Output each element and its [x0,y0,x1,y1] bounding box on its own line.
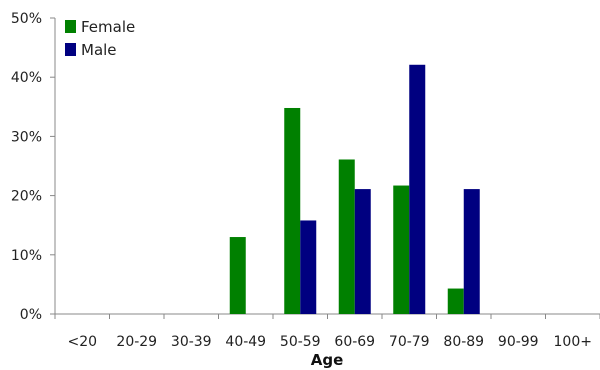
x-tick-label: <20 [67,334,97,350]
bar-male [354,189,371,314]
bar-male [300,220,317,314]
bars [229,64,480,314]
x-tick-label: 30-39 [171,334,212,350]
bar-female [284,107,301,314]
bar-female [229,237,246,314]
y-axis: 0% 10% 20% 30% 40% 50% [11,11,56,323]
x-tick-label: 80-89 [443,334,484,350]
bar-female [447,288,464,314]
bar-male [463,189,480,314]
legend: Female Male [65,18,135,59]
legend-swatch-male [65,43,76,56]
legend-label: Male [81,41,117,59]
bar-male [409,64,426,314]
bar-female [393,185,410,314]
x-tick-label: 100+ [554,334,592,350]
y-tick-label: 50% [11,11,42,27]
x-tick-label: 90-99 [498,334,539,350]
x-tick-label: 20-29 [116,334,157,350]
y-tick-label: 30% [11,129,42,145]
y-tick-label: 0% [20,307,42,323]
legend-swatch-female [65,20,76,33]
y-tick-label: 40% [11,70,42,86]
x-tick-label: 70-79 [389,334,430,350]
x-tick-label: 40-49 [225,334,266,350]
legend-label: Female [81,18,135,36]
x-tick-label: 50-59 [280,334,321,350]
x-axis: <20 20-29 30-39 40-49 50-59 60-69 70-79 80-89 90… [54,313,600,350]
x-axis-title: Age [311,351,344,369]
x-tick-label: 60-69 [334,334,375,350]
y-tick-label: 20% [11,189,42,205]
y-tick-label: 10% [11,248,42,264]
bar-female [338,159,355,314]
